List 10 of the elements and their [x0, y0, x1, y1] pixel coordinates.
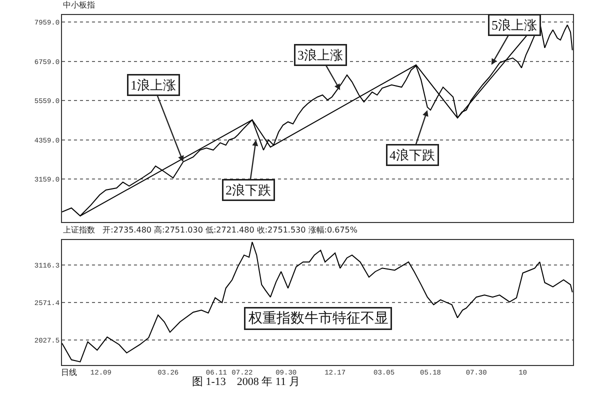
annotation: 权重指数牛市特征不显 — [248, 310, 388, 326]
annotation: 5浪上涨 — [492, 18, 537, 32]
annotation: 2浪下跌 — [226, 182, 271, 198]
chart-title: 上证指数 开:2735.480 高:2751.030 低:2721.480 收:2751.530 涨幅:0.675% — [63, 226, 358, 235]
text: 日线 — [61, 368, 77, 377]
annotation: 1浪上涨 — [130, 78, 176, 92]
annotation: 3浪上涨 — [298, 48, 343, 62]
caption: 图 1-13 2008 年 11 月 — [192, 376, 300, 388]
chart-title: 中小板指 — [63, 0, 95, 10]
annotation: 4浪下跌 — [390, 148, 435, 162]
